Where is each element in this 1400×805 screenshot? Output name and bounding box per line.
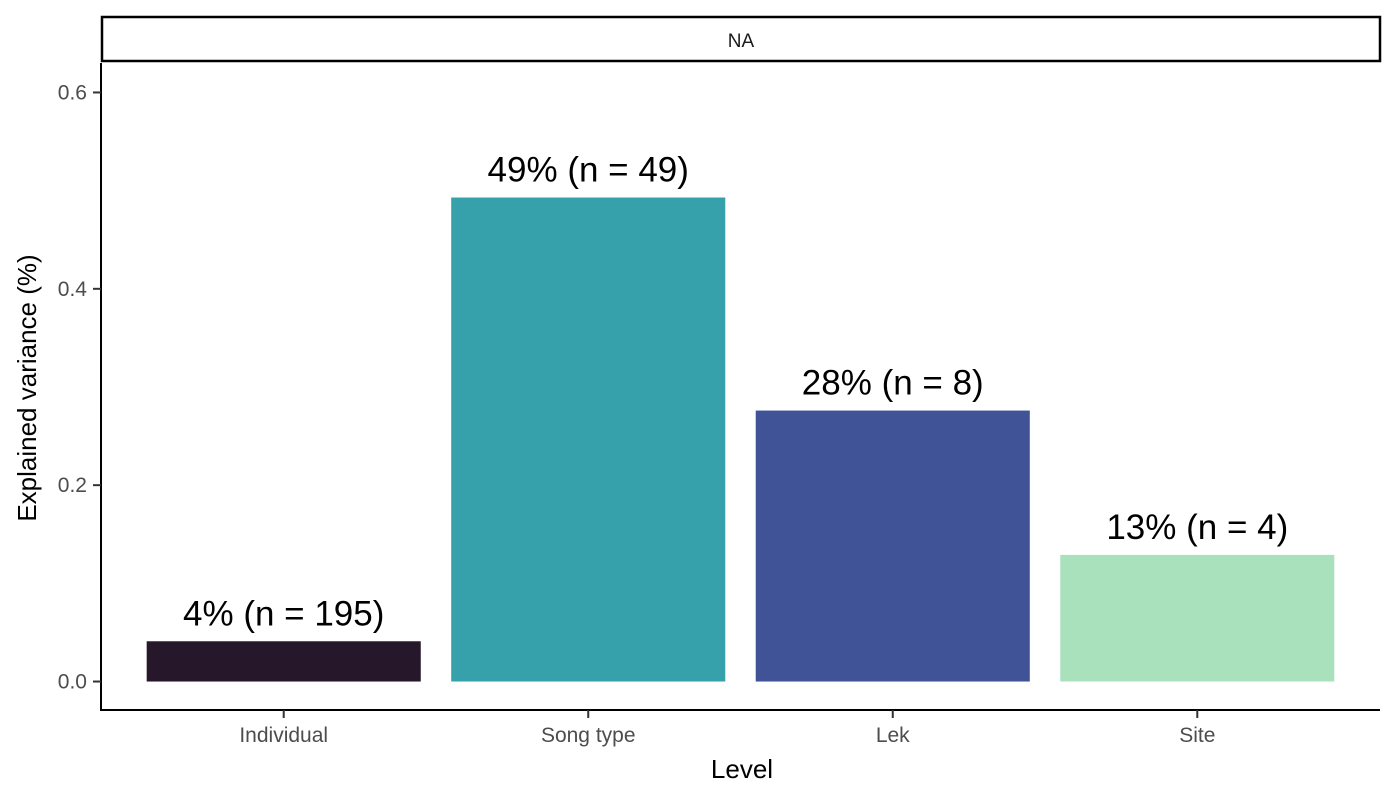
y-tick-label: 0.4	[58, 278, 88, 301]
bar	[1060, 554, 1335, 682]
bar-data-label: 4% (n = 195)	[183, 594, 384, 633]
bars-group: 4% (n = 195) 49% (n = 49) 28% (n = 8) 13% (…	[146, 151, 1335, 682]
y-tick-label: 0.6	[58, 81, 87, 104]
bar	[146, 641, 421, 682]
x-axis-title: Level	[711, 754, 773, 784]
bar-data-label: 28% (n = 8)	[802, 364, 984, 403]
bar-data-label: 13% (n = 4)	[1106, 508, 1288, 547]
facet-strip	[100, 15, 1382, 63]
y-axis-title: Explained variance (%)	[12, 254, 42, 521]
bar-data-label: 49% (n = 49)	[488, 151, 689, 190]
x-axis-ticks: Individual Song type Lek Site	[239, 710, 1215, 747]
y-axis-ticks: 0.0 0.2 0.4 0.6	[58, 81, 101, 694]
x-tick-label: Lek	[876, 724, 910, 747]
y-tick-label: 0.2	[58, 474, 87, 497]
x-tick-label: Song type	[541, 724, 636, 747]
x-tick-label: Site	[1179, 724, 1215, 747]
y-tick-label: 0.0	[58, 671, 87, 694]
bar	[451, 197, 726, 682]
x-tick-label: Individual	[239, 724, 328, 747]
facet-strip-label: NA	[728, 31, 755, 52]
bar	[755, 410, 1030, 682]
